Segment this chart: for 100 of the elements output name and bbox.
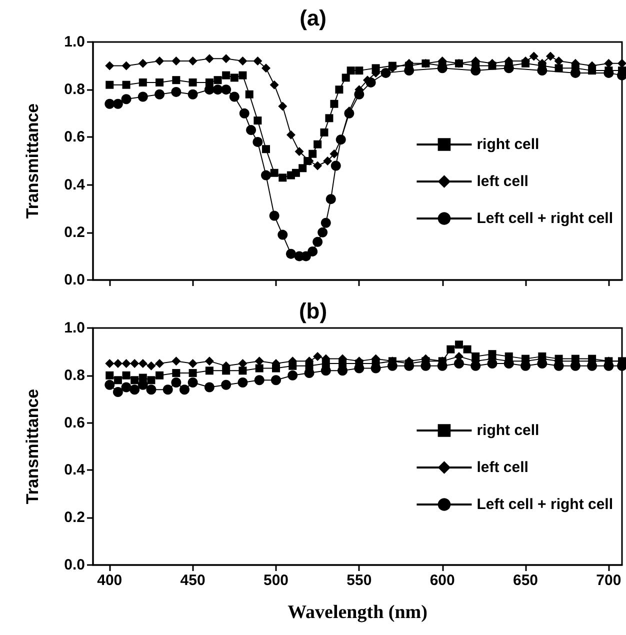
point <box>130 359 140 368</box>
point <box>308 246 318 256</box>
point <box>288 370 298 380</box>
point <box>245 90 254 98</box>
point <box>188 378 198 388</box>
point <box>106 371 114 380</box>
point <box>239 108 250 118</box>
point <box>246 125 256 136</box>
point <box>113 359 122 368</box>
y-tick-label: 0.8 <box>64 81 85 98</box>
point <box>278 230 288 240</box>
point <box>313 161 322 170</box>
y-axis-title: Transmittance <box>23 103 42 219</box>
x-tick-label: 600 <box>430 572 455 589</box>
point <box>204 84 214 95</box>
point <box>204 356 214 366</box>
point <box>180 384 190 395</box>
point <box>286 248 296 259</box>
x-tick-label: 400 <box>97 572 122 589</box>
point <box>344 108 354 118</box>
x-tick-label: 550 <box>346 572 372 589</box>
y-tick-label: 0.6 <box>64 414 85 432</box>
point <box>122 80 130 89</box>
point <box>454 358 464 369</box>
point <box>271 375 281 386</box>
point <box>171 378 182 388</box>
point <box>312 236 323 247</box>
y-tick-label: 1.0 <box>64 320 85 336</box>
point <box>122 61 131 70</box>
point <box>188 56 198 66</box>
point <box>304 368 314 378</box>
point <box>554 64 563 72</box>
y-tick-label: 1.0 <box>64 34 85 50</box>
legend-label: Left cell + right cell <box>476 210 614 227</box>
point <box>172 369 180 378</box>
point <box>222 71 230 80</box>
point <box>269 210 280 221</box>
point <box>325 114 334 122</box>
legend-label: Left cell + right cell <box>476 496 614 513</box>
chart-title: (b) <box>298 298 328 324</box>
point <box>155 56 164 66</box>
point <box>270 168 278 177</box>
point <box>205 366 214 375</box>
point <box>188 369 197 378</box>
point <box>504 358 514 369</box>
point <box>155 359 164 368</box>
point <box>314 140 322 148</box>
point <box>188 359 198 368</box>
point <box>292 168 300 177</box>
point <box>546 52 555 61</box>
legend-label: left cell <box>476 173 528 190</box>
x-axis-title: Wavelength (nm) <box>288 602 428 623</box>
point <box>294 146 304 156</box>
point <box>162 384 173 395</box>
point <box>604 58 614 68</box>
point <box>286 130 296 140</box>
point <box>278 174 287 182</box>
point <box>346 66 355 75</box>
y-tick-label: 0.0 <box>64 272 85 288</box>
point <box>212 84 223 95</box>
point <box>298 164 307 172</box>
point <box>138 92 148 102</box>
point <box>342 74 350 82</box>
point <box>105 61 114 70</box>
legend-label: right cell <box>476 422 540 439</box>
point <box>470 66 481 76</box>
point <box>112 98 123 109</box>
point <box>154 89 165 100</box>
point <box>106 80 114 89</box>
y-tick-label: 0.4 <box>64 462 86 479</box>
point <box>156 371 164 380</box>
point <box>366 77 376 88</box>
point <box>330 160 341 171</box>
point <box>147 376 156 384</box>
point <box>323 156 332 166</box>
point <box>261 170 272 180</box>
point <box>112 386 123 397</box>
point <box>320 128 328 136</box>
y-axis-title: Transmittance <box>23 388 42 504</box>
point <box>254 375 264 386</box>
point <box>122 371 130 380</box>
legend-label: right cell <box>476 136 540 153</box>
point <box>188 89 198 100</box>
point <box>214 76 222 84</box>
point <box>404 66 414 76</box>
point <box>446 345 455 354</box>
point <box>221 84 232 95</box>
point <box>320 218 331 228</box>
point <box>121 382 132 392</box>
point <box>313 352 322 361</box>
x-tick-label: 650 <box>513 572 538 589</box>
x-tick-label: 700 <box>596 572 622 589</box>
point <box>171 86 182 97</box>
point <box>487 358 498 369</box>
point <box>252 136 263 147</box>
point <box>156 78 164 86</box>
point <box>278 102 288 111</box>
point <box>114 376 122 384</box>
point <box>529 52 538 61</box>
y-tick-label: 0.4 <box>64 176 86 194</box>
